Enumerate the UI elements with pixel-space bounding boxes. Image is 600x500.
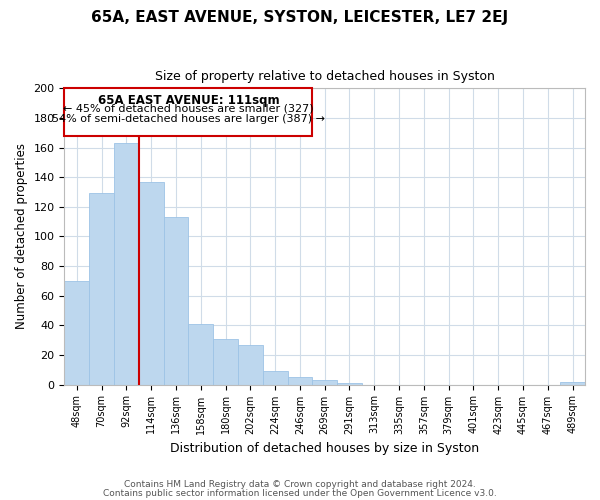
Text: Contains HM Land Registry data © Crown copyright and database right 2024.: Contains HM Land Registry data © Crown c… — [124, 480, 476, 489]
Text: 65A EAST AVENUE: 111sqm: 65A EAST AVENUE: 111sqm — [98, 94, 279, 108]
Bar — [188, 324, 213, 384]
Bar — [114, 143, 139, 384]
Title: Size of property relative to detached houses in Syston: Size of property relative to detached ho… — [155, 70, 494, 83]
Text: ← 45% of detached houses are smaller (327): ← 45% of detached houses are smaller (32… — [63, 103, 314, 113]
Bar — [213, 338, 238, 384]
Bar — [560, 382, 585, 384]
Bar — [263, 371, 287, 384]
Bar — [238, 344, 263, 385]
Bar — [64, 281, 89, 384]
Text: 65A, EAST AVENUE, SYSTON, LEICESTER, LE7 2EJ: 65A, EAST AVENUE, SYSTON, LEICESTER, LE7… — [91, 10, 509, 25]
Text: Contains public sector information licensed under the Open Government Licence v3: Contains public sector information licen… — [103, 488, 497, 498]
Bar — [89, 194, 114, 384]
Bar — [164, 217, 188, 384]
Bar — [287, 377, 313, 384]
Y-axis label: Number of detached properties: Number of detached properties — [15, 144, 28, 330]
FancyBboxPatch shape — [64, 88, 313, 136]
Bar — [337, 383, 362, 384]
Text: 54% of semi-detached houses are larger (387) →: 54% of semi-detached houses are larger (… — [52, 114, 325, 124]
Bar — [313, 380, 337, 384]
X-axis label: Distribution of detached houses by size in Syston: Distribution of detached houses by size … — [170, 442, 479, 455]
Bar — [139, 182, 164, 384]
